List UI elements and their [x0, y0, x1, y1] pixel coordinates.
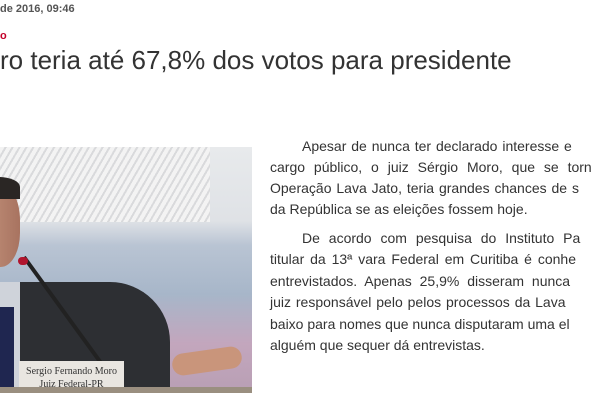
article-category[interactable]: o: [0, 30, 7, 42]
photo-hand: [170, 345, 244, 377]
paragraph-line: da República se as eleições fossem hoje.: [270, 201, 528, 217]
photo-desk: [0, 387, 252, 393]
photo-face: [0, 182, 20, 267]
article-photo: Sergio Fernando Moro Juiz Federal-PR: [0, 147, 252, 393]
microphone-tip: [18, 257, 28, 265]
article-date: de 2016, 09:46: [0, 3, 75, 15]
paragraph-line: Operação Lava Jato, teria grandes chance…: [270, 180, 579, 196]
paragraph-line: Apesar de nunca ter declarado interesse …: [302, 138, 572, 154]
paragraph-line: entrevistados. Apenas 25,9% disseram nun…: [270, 273, 571, 289]
paragraph-line: titular da 13ª vara Federal em Curitiba …: [270, 251, 577, 267]
article-title: ro teria até 67,8% dos votos para presid…: [0, 45, 512, 75]
photo-hair: [0, 177, 20, 199]
paragraph-line: juiz responsável pelo pelos processos da…: [270, 294, 566, 310]
photo-tie: [0, 307, 14, 393]
paragraph-line: cargo público, o juiz Sérgio Moro, que s…: [270, 159, 592, 175]
placard-title: Juiz Federal-PR: [39, 379, 104, 390]
photo-background: [0, 147, 210, 222]
placard-name: Sergio Fernando Moro: [26, 366, 117, 377]
paragraph-line: alguém que sequer dá entrevistas.: [270, 337, 485, 353]
paragraph-line: baixo para nomes que nunca disputaram um…: [270, 316, 570, 332]
paragraph-line: De acordo com pesquisa do Instituto Pa: [302, 230, 581, 246]
